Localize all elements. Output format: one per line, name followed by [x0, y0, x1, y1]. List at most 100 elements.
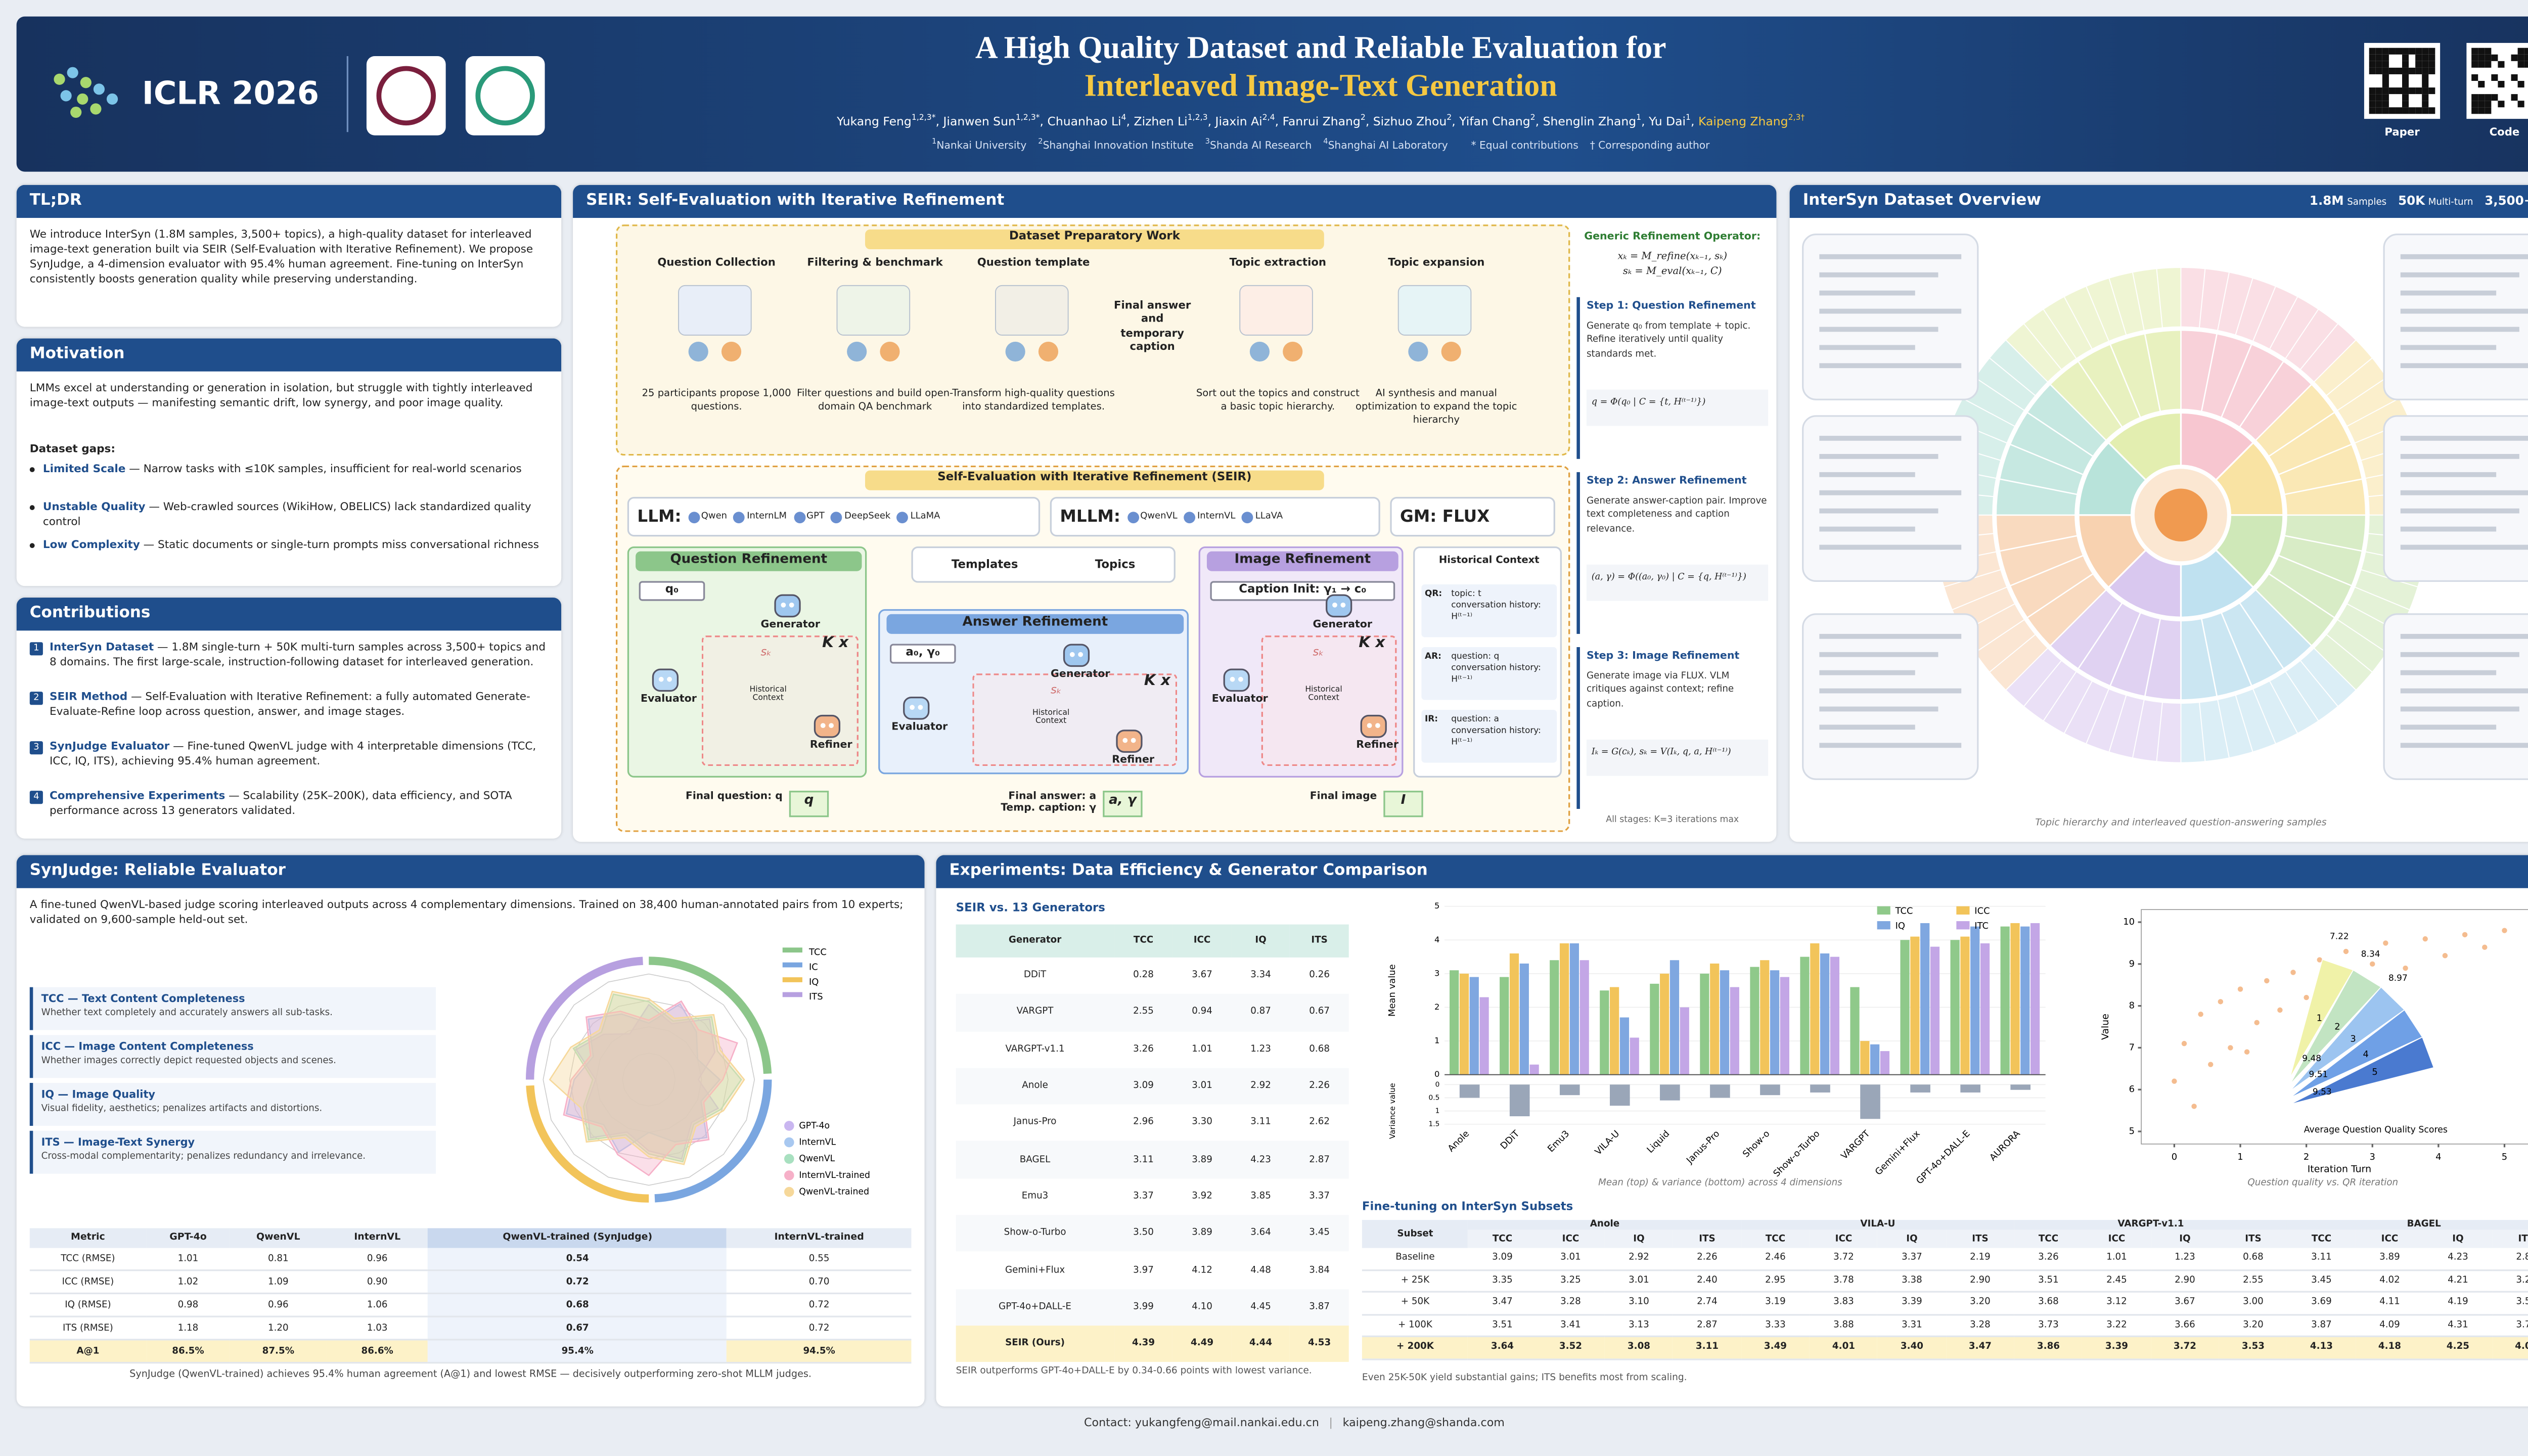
bar	[1930, 946, 1940, 1075]
qa-line	[1819, 490, 1962, 495]
logo-badge	[366, 56, 446, 135]
table-row: VARGPT-v1.1 3.26 1.01 1.23 0.68	[956, 1031, 1349, 1068]
robot-eye	[667, 676, 672, 681]
column-header: IQ	[1633, 1234, 1645, 1244]
robot-icon	[652, 668, 679, 692]
operator-title: Generic Refinement Operator:	[1584, 231, 1761, 243]
cell: 3.85	[1250, 1192, 1271, 1202]
sep: |	[1329, 1416, 1333, 1430]
qr-cell	[2402, 94, 2409, 101]
cell: 3.72	[2150, 1336, 2219, 1359]
qr-cell	[2422, 61, 2429, 68]
qr-cell	[2511, 54, 2518, 61]
inset-level: 4	[2363, 1049, 2368, 1060]
dimension-title: ICC — Image Content Completeness	[41, 1040, 254, 1054]
legend-swatch	[1877, 906, 1890, 915]
qr-label: Paper	[2384, 125, 2420, 139]
column-header: QwenVL	[230, 1228, 327, 1248]
bar	[1610, 987, 1619, 1075]
column-header: ITS	[2245, 1234, 2262, 1244]
qr-cell	[2491, 94, 2498, 101]
point	[2277, 1007, 2283, 1013]
point	[2290, 970, 2296, 975]
point	[2254, 1020, 2260, 1025]
qa-line	[2400, 453, 2519, 459]
bar	[1820, 953, 1830, 1075]
qr-cell	[2478, 107, 2485, 114]
cell: 4.48	[1250, 1265, 1271, 1276]
footer: Contact: yukangfeng@mail.nankai.edu.cn | k…	[17, 1417, 2528, 1440]
legend-swatch	[782, 962, 802, 968]
cell: 2.92	[1604, 1248, 1673, 1270]
panel-title: Motivation	[16, 338, 562, 372]
cell: + 100K	[1362, 1314, 1468, 1337]
inset-layer	[2289, 1036, 2434, 1105]
stat-value: 3,500+	[2485, 193, 2528, 208]
robot-eye	[1341, 602, 1346, 608]
cell: 3.56	[2492, 1292, 2528, 1315]
icon-card	[995, 285, 1069, 336]
cell: 2.55	[2219, 1269, 2287, 1293]
cell: 3.39	[1877, 1292, 1946, 1315]
final-label: Final answer: a Temp. caption: γ	[1001, 791, 1097, 815]
context-label: Historical Context	[1032, 710, 1070, 727]
bar	[1770, 970, 1780, 1075]
aff-name: Shanda AI Research	[1210, 140, 1312, 152]
variance-bar	[1910, 1084, 1930, 1093]
qr-cell	[2388, 87, 2396, 95]
panel: InterSyn Dataset Overview 1.8M Samples 50K M…	[1789, 185, 2528, 842]
author-sup: 2	[1447, 115, 1452, 123]
bar	[1920, 923, 1930, 1075]
cell: 3.87	[2287, 1314, 2356, 1337]
panel-title: SynJudge: Reliable Evaluator	[16, 855, 925, 888]
bar	[1450, 970, 1459, 1075]
qa-line	[2400, 743, 2528, 748]
qa-line	[2400, 308, 2528, 314]
model-name: GPT	[806, 512, 825, 522]
author-sup: 1	[1636, 115, 1642, 123]
qr-cell	[2388, 67, 2396, 74]
qr-cell	[2395, 48, 2403, 55]
qr-cell	[2491, 54, 2498, 61]
gap-item: Unstable Quality — Web-crawled sources (…	[29, 500, 548, 536]
cell: 3.01	[1192, 1081, 1212, 1091]
model-logo: QwenVL	[1127, 511, 1178, 523]
cell: 1.03	[326, 1316, 428, 1341]
point	[2383, 940, 2388, 946]
variance-bar	[1810, 1084, 1830, 1093]
qa-line	[1819, 670, 1915, 675]
model-name: InternVL	[1197, 512, 1236, 522]
bar	[1479, 997, 1489, 1075]
history-tag: IR:	[1424, 714, 1438, 725]
loop-count: K x	[1144, 673, 1170, 690]
qa-line	[2400, 633, 2528, 639]
finetune-note: Even 25K-50K yield substantial gains; IT…	[1362, 1373, 1687, 1384]
logo-dot	[793, 511, 805, 523]
cell: 1.06	[326, 1293, 428, 1317]
note: * Equal contributions	[1471, 140, 1578, 152]
y-tick-label: 6	[2129, 1084, 2135, 1095]
node-label: Generator	[760, 619, 821, 631]
stage-init: a₀, γ₀	[890, 644, 956, 664]
legend-label: TCC	[1895, 905, 1913, 916]
input-label: Templates	[951, 558, 1018, 571]
cell: 2.19	[1946, 1248, 2014, 1270]
gap-item: Limited Scale — Narrow tasks with ≤10K s…	[29, 462, 548, 498]
contribution: 1 InterSyn Dataset — 1.8M single-turn + 5…	[29, 641, 548, 690]
bar	[1850, 987, 1860, 1075]
cell: 3.34	[1250, 971, 1271, 981]
stage-box: Question Refinement q₀ Generator Evaluator R…	[627, 546, 867, 778]
qr-cell	[2415, 67, 2422, 74]
table-row: VARGPT 2.55 0.94 0.87 0.67	[956, 994, 1349, 1031]
cell: 3.89	[2355, 1248, 2424, 1270]
bar	[1970, 926, 1980, 1075]
loop-area	[701, 635, 859, 765]
table-row: A@1 86.5% 87.5% 86.6% 95.4% 94.5%	[29, 1339, 912, 1364]
table-row: TCC (RMSE) 1.01 0.81 0.96 0.54 0.55	[29, 1248, 912, 1271]
bar	[1860, 1041, 1870, 1075]
bar	[1569, 943, 1579, 1075]
robot-eye	[918, 705, 923, 710]
contribution-desc: — Self-Evaluation with Iterative Refinem…	[49, 690, 530, 718]
